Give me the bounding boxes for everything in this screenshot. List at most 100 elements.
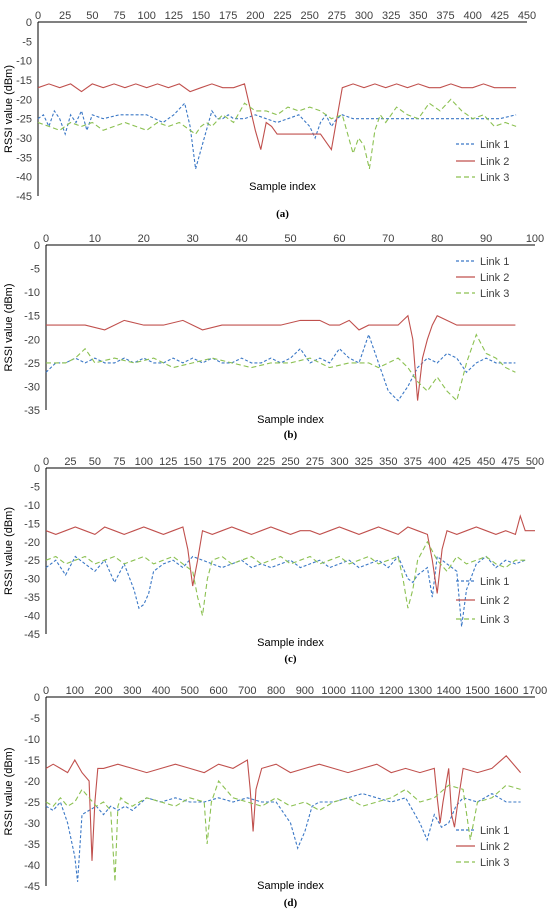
y-tick-label: -15 bbox=[24, 518, 40, 530]
x-tick-label: 300 bbox=[330, 456, 348, 468]
x-tick-label: 125 bbox=[165, 10, 183, 22]
y-tick-label: -45 bbox=[24, 629, 40, 641]
x-tick-label: 275 bbox=[328, 10, 346, 22]
x-tick-label: 100 bbox=[66, 685, 84, 697]
y-tick-label: -10 bbox=[24, 287, 40, 299]
x-tick-label: 225 bbox=[273, 10, 291, 22]
x-tick-label: 400 bbox=[152, 685, 170, 697]
panel-caption: (b) bbox=[284, 429, 298, 441]
legend-label-link-1: Link 1 bbox=[480, 256, 509, 268]
y-tick-label: -20 bbox=[24, 334, 40, 346]
y-tick-label: -5 bbox=[30, 481, 40, 493]
legend-label-link-3: Link 3 bbox=[480, 172, 509, 184]
x-tick-label: 400 bbox=[428, 456, 446, 468]
x-tick-label: 300 bbox=[123, 685, 141, 697]
x-tick-label: 1600 bbox=[494, 685, 518, 697]
x-tick-label: 500 bbox=[181, 685, 199, 697]
x-tick-label: 400 bbox=[463, 10, 481, 22]
x-tick-label: 600 bbox=[209, 685, 227, 697]
x-tick-label: 100 bbox=[137, 10, 155, 22]
x-tick-label: 425 bbox=[452, 456, 470, 468]
x-tick-label: 60 bbox=[333, 233, 345, 245]
x-tick-label: 100 bbox=[526, 233, 544, 245]
x-tick-label: 25 bbox=[64, 456, 76, 468]
series-line-link-2 bbox=[45, 755, 522, 861]
x-tick-label: 700 bbox=[238, 685, 256, 697]
x-tick-label: 100 bbox=[135, 456, 153, 468]
legend-label-link-1: Link 1 bbox=[480, 576, 509, 588]
legend-label-link-2: Link 2 bbox=[480, 272, 509, 284]
legend-label-link-2: Link 2 bbox=[480, 841, 509, 853]
x-tick-label: 200 bbox=[246, 10, 264, 22]
y-tick-label: 0 bbox=[34, 463, 40, 475]
x-tick-label: 10 bbox=[89, 233, 101, 245]
y-tick-label: -10 bbox=[16, 56, 32, 68]
series-line-link-2 bbox=[46, 314, 516, 401]
legend-label-link-3: Link 3 bbox=[480, 288, 509, 300]
x-tick-label: 900 bbox=[296, 685, 314, 697]
x-tick-label: 250 bbox=[281, 456, 299, 468]
y-tick-label: -10 bbox=[24, 734, 40, 746]
y-tick-label: -10 bbox=[24, 500, 40, 512]
x-tick-label: 1000 bbox=[321, 685, 345, 697]
x-tick-label: 425 bbox=[491, 10, 509, 22]
x-tick-label: 50 bbox=[284, 233, 296, 245]
x-tick-label: 150 bbox=[184, 456, 202, 468]
x-tick-label: 325 bbox=[382, 10, 400, 22]
y-tick-label: -5 bbox=[30, 713, 40, 725]
x-tick-label: 300 bbox=[355, 10, 373, 22]
x-tick-label: 80 bbox=[431, 233, 443, 245]
x-tick-label: 225 bbox=[257, 456, 275, 468]
x-tick-label: 175 bbox=[219, 10, 237, 22]
y-axis-title: RSSI value (dBm) bbox=[3, 283, 15, 371]
x-tick-label: 500 bbox=[526, 456, 544, 468]
x-tick-label: 20 bbox=[138, 233, 150, 245]
y-tick-label: -45 bbox=[16, 191, 32, 203]
panel-caption: (a) bbox=[276, 208, 289, 220]
series-line-link-2 bbox=[45, 514, 535, 594]
y-tick-label: -30 bbox=[24, 574, 40, 586]
x-tick-label: 800 bbox=[267, 685, 285, 697]
x-tick-label: 75 bbox=[113, 10, 125, 22]
legend-label-link-1: Link 1 bbox=[480, 825, 509, 837]
x-tick-label: 325 bbox=[355, 456, 373, 468]
x-tick-label: 1300 bbox=[408, 685, 432, 697]
x-tick-label: 200 bbox=[94, 685, 112, 697]
x-tick-label: 350 bbox=[379, 456, 397, 468]
x-tick-label: 90 bbox=[480, 233, 492, 245]
y-tick-label: -25 bbox=[24, 358, 40, 370]
series-line-link-1 bbox=[45, 792, 521, 882]
y-tick-label: -30 bbox=[24, 818, 40, 830]
y-tick-label: -40 bbox=[24, 611, 40, 623]
y-tick-label: -20 bbox=[24, 537, 40, 549]
y-tick-label: -45 bbox=[24, 881, 40, 893]
legend-label-link-3: Link 3 bbox=[480, 614, 509, 626]
series-line-link-1 bbox=[45, 332, 516, 402]
x-tick-label: 1200 bbox=[379, 685, 403, 697]
y-tick-label: -40 bbox=[24, 860, 40, 872]
x-tick-label: 50 bbox=[89, 456, 101, 468]
x-axis-title: Sample index bbox=[257, 414, 324, 426]
x-tick-label: 250 bbox=[300, 10, 318, 22]
x-tick-label: 450 bbox=[518, 10, 536, 22]
x-tick-label: 0 bbox=[43, 233, 49, 245]
y-tick-label: -15 bbox=[24, 755, 40, 767]
series-line-link-1 bbox=[45, 555, 526, 627]
y-tick-label: -20 bbox=[24, 776, 40, 788]
series-line-link-3 bbox=[37, 98, 517, 170]
x-tick-label: 25 bbox=[59, 10, 71, 22]
y-tick-label: -40 bbox=[16, 172, 32, 184]
x-tick-label: 40 bbox=[235, 233, 247, 245]
y-tick-label: -15 bbox=[24, 311, 40, 323]
series-line-link-1 bbox=[37, 102, 517, 170]
y-tick-label: -5 bbox=[30, 264, 40, 276]
y-tick-label: -25 bbox=[16, 114, 32, 126]
x-tick-label: 1100 bbox=[351, 685, 375, 697]
legend-label-link-2: Link 2 bbox=[480, 595, 509, 607]
y-axis-title: RSSI value (dBm) bbox=[3, 65, 15, 153]
x-tick-label: 350 bbox=[409, 10, 427, 22]
series-line-link-3 bbox=[45, 540, 526, 616]
x-axis-title: Sample index bbox=[257, 880, 324, 892]
x-axis-title: Sample index bbox=[257, 637, 324, 649]
y-tick-label: -5 bbox=[22, 36, 32, 48]
